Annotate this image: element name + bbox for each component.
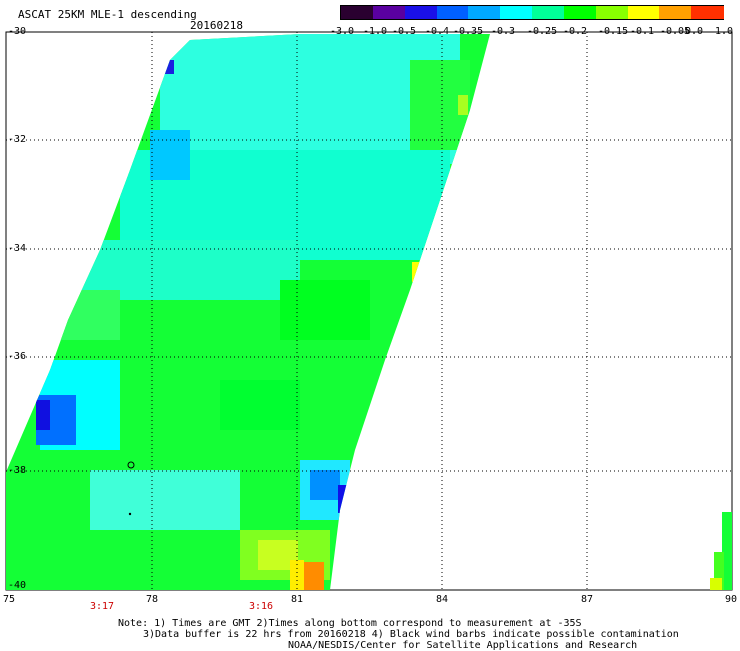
colorbar-label: -0.2: [563, 26, 588, 37]
colorbar-segment: [404, 6, 438, 19]
lon-label: 75: [3, 594, 16, 605]
grid-lines: [6, 32, 732, 590]
date-label: 20160218: [190, 19, 243, 32]
colorbar-segment: [563, 6, 597, 19]
lon-label: 87: [581, 594, 594, 605]
lon-label: 90: [725, 594, 738, 605]
colorbar-segment: [500, 6, 534, 19]
colorbar-label: -1.0: [363, 26, 388, 37]
colorbar: [340, 5, 725, 20]
swath-edge: [722, 512, 732, 590]
note-line: NOAA/NESDIS/Center for Satellite Applica…: [288, 640, 638, 651]
note-line: 3)Data buffer is 22 hrs from 20160218 4)…: [143, 629, 679, 640]
note-line: Note: 1) Times are GMT 2)Times along bot…: [118, 618, 582, 629]
lon-label: 84: [436, 594, 449, 605]
lat-label: -40: [8, 580, 27, 591]
lat-label: -38: [8, 465, 27, 476]
colorbar-segment: [436, 6, 470, 19]
colorbar-segment: [595, 6, 629, 19]
time-label: 3:17: [90, 601, 115, 612]
lat-label: -36: [8, 351, 27, 362]
colorbar-segment: [532, 6, 565, 19]
colorbar-label: -0.15: [598, 26, 629, 37]
colorbar-label: -0.05: [660, 26, 691, 37]
colorbar-label: -0.3: [491, 26, 516, 37]
colorbar-segment: [372, 6, 406, 19]
chart-title: ASCAT 25KM MLE-1 descending: [18, 8, 197, 21]
lat-label: -30: [8, 26, 27, 37]
colorbar-label: 1.0: [715, 26, 734, 37]
colorbar-label: -0.35: [453, 26, 484, 37]
colorbar-segment: [691, 6, 725, 19]
colorbar-label: -0.4: [425, 26, 450, 37]
marker-dot: [128, 512, 132, 516]
colorbar-label: -3.0: [330, 26, 355, 37]
colorbar-segment: [659, 6, 693, 19]
marker-circle: [127, 461, 135, 469]
colorbar-segment: [341, 6, 374, 19]
colorbar-label: -0.1: [630, 26, 655, 37]
colorbar-label: 0.0: [685, 26, 704, 37]
lat-label: -34: [8, 243, 27, 254]
lat-label: -32: [8, 134, 27, 145]
colorbar-label: -0.5: [392, 26, 417, 37]
lon-label: 81: [291, 594, 304, 605]
lon-label: 78: [146, 594, 159, 605]
colorbar-label: -0.25: [527, 26, 558, 37]
time-label: 3:16: [249, 601, 274, 612]
colorbar-labels: -3.0 -1.0 -0.5 -0.4 -0.35 -0.3 -0.25 -0.2 -0.15-…: [330, 26, 734, 38]
colorbar-segment: [627, 6, 661, 19]
colorbar-segment: [468, 6, 502, 19]
